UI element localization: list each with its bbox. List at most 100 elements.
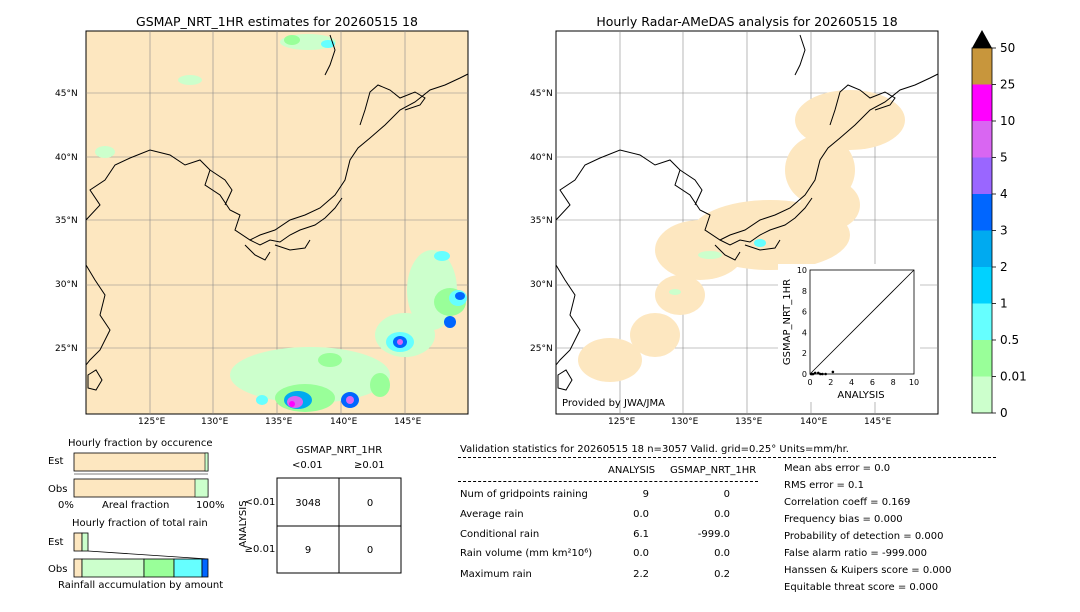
validation-row-gsmap: 0.2 (714, 569, 730, 580)
scatter-point (813, 371, 817, 375)
left-map-coastline (85, 34, 469, 391)
colorbar-tick-label: 0.01 (1000, 370, 1027, 384)
colorbar-band (972, 340, 992, 377)
colorbar-band (972, 267, 992, 304)
validation-row-analysis: 9 (642, 489, 649, 500)
score-hanssen-kuipers: Hanssen & Kuipers score = 0.000 (784, 565, 952, 576)
scatter-xtick-label: 8 (891, 378, 896, 387)
scatter-ytick-label: 6 (802, 308, 807, 317)
score-correlation: Correlation coeff = 0.169 (784, 497, 911, 508)
left-map (85, 30, 469, 415)
contingency-row-axis: ANALYSIS (238, 500, 249, 547)
contingency-cell-10: 9 (305, 545, 311, 556)
right-map-radar-coverage (578, 90, 905, 382)
left-lon-label-130: 130°E (201, 417, 229, 427)
right-lat-label-30: 30°N (530, 280, 553, 290)
validation-row-analysis: 0.0 (633, 548, 649, 559)
validation-row-gsmap: -999.0 (697, 529, 730, 540)
colorbar-tick-label: 1 (1000, 297, 1008, 311)
right-lat-label-25: 25°N (530, 344, 553, 354)
colorbar-band (972, 230, 992, 267)
colorbar-tick-label: 50 (1000, 41, 1015, 55)
scatter-ticks: 00 2 2 4 4 6 6 8 8 10 10 (797, 266, 919, 387)
validation-row-label: Rain volume (mm km²10⁶) (460, 548, 593, 559)
fraction-axis-right: 100% (196, 500, 225, 511)
colorbar-bands (972, 48, 992, 413)
score-probability-detection: Probability of detection = 0.000 (784, 531, 944, 542)
left-map-gridlines (86, 31, 468, 414)
scatter-point (831, 370, 835, 374)
colorbar-band (972, 121, 992, 158)
score-false-alarm-ratio: False alarm ratio = -999.000 (784, 548, 927, 559)
colorbar-tick-label: 3 (1000, 224, 1008, 238)
fraction-occurrence-bars (73, 452, 209, 498)
colorbar-tick-label: 4 (1000, 187, 1008, 201)
right-lon-label-135: 135°E (735, 417, 763, 427)
right-lat-label-40: 40°N (530, 153, 553, 163)
left-lat-label-40: 40°N (55, 153, 78, 163)
right-map (555, 30, 939, 415)
fraction-axis-left: 0% (58, 500, 74, 511)
right-map-rain-patches (669, 239, 766, 295)
left-lat-label-30: 30°N (55, 280, 78, 290)
validation-row-label: Average rain (460, 509, 524, 520)
scatter-inset: 00 2 2 4 4 6 6 8 8 10 10 ANALYSIS GSMAP_NRT_1HR (778, 264, 920, 402)
validation-header: Validation statistics for 20260515 18 n=… (460, 444, 849, 455)
fraction-occurrence-est-rain (204, 452, 209, 472)
colorbar-band (972, 84, 992, 121)
fraction-occurrence-obs-rain (194, 478, 209, 498)
right-lon-label-145: 145°E (864, 417, 892, 427)
validation-row-label: Maximum rain (460, 569, 532, 580)
colorbar-ticks: 50 25 10 5 4 3 2 1 0.5 0.01 0 (992, 41, 1027, 418)
scatter-point (819, 372, 822, 376)
colorbar-band (972, 303, 992, 340)
colorbar-band (972, 194, 992, 231)
right-lat-label-35: 35°N (530, 216, 553, 226)
colorbar-tick-label: 2 (1000, 260, 1008, 274)
fraction-occurrence-title: Hourly fraction by occurence (68, 438, 213, 449)
left-map-rain-patches (95, 34, 467, 412)
colorbar-tick-label: 0 (1000, 406, 1008, 418)
validation-col-rule (458, 481, 758, 482)
fraction-rain-footer: Rainfall accumulation by amount (58, 580, 224, 591)
fraction-rain-row-obs: Obs (48, 564, 68, 575)
right-map-coastline (555, 34, 939, 391)
scatter-point (817, 371, 820, 375)
right-lon-label-130: 130°E (671, 417, 699, 427)
fraction-occurrence-row-est: Est (48, 456, 64, 467)
scatter-xlabel: ANALYSIS (837, 390, 884, 401)
scatter-ytick-label: 2 (802, 349, 807, 358)
score-frequency-bias: Frequency bias = 0.000 (784, 514, 903, 525)
validation-col-analysis: ANALYSIS (608, 465, 656, 476)
scatter-point (810, 372, 814, 376)
score-rms-error: RMS error = 0.1 (784, 480, 864, 491)
score-equitable-threat: Equitable threat score = 0.000 (784, 582, 939, 593)
fraction-axis-mid: Areal fraction (102, 500, 170, 511)
scatter-points (809, 370, 835, 376)
validation-header-rule (458, 457, 996, 458)
scatter-xtick-label: 6 (870, 378, 875, 387)
colorbar-band (972, 376, 992, 413)
fraction-rain-obs-seg-5 (201, 558, 209, 578)
scatter-point (824, 372, 827, 376)
fraction-occurrence-est-bar (73, 452, 209, 472)
left-lat-label-25: 25°N (55, 344, 78, 354)
validation-row-analysis: 6.1 (633, 529, 649, 540)
fraction-occurrence-obs-bar (73, 478, 209, 498)
scatter-ytick-label: 10 (797, 266, 807, 275)
validation-col-gsmap: GSMAP_NRT_1HR (670, 465, 757, 476)
scatter-diagonal (809, 269, 915, 375)
fraction-rain-title: Hourly fraction of total rain (72, 518, 208, 529)
right-lon-label-140: 140°E (800, 417, 828, 427)
colorbar-tick-label: 5 (1000, 151, 1008, 165)
validation-row-label: Conditional rain (460, 529, 540, 540)
fraction-rain-bars (73, 532, 209, 578)
fraction-rain-connector (87, 550, 209, 560)
fraction-occurrence-row-obs: Obs (48, 484, 68, 495)
colorbar: 50 25 10 5 4 3 2 1 0.5 0.01 0 (971, 30, 1027, 418)
contingency-row-ge: ≥0.01 (245, 544, 276, 555)
fraction-rain-row-est: Est (48, 537, 64, 548)
colorbar-band (972, 157, 992, 194)
validation-row-analysis: 2.2 (633, 569, 649, 580)
contingency-col-lt: <0.01 (292, 460, 323, 471)
